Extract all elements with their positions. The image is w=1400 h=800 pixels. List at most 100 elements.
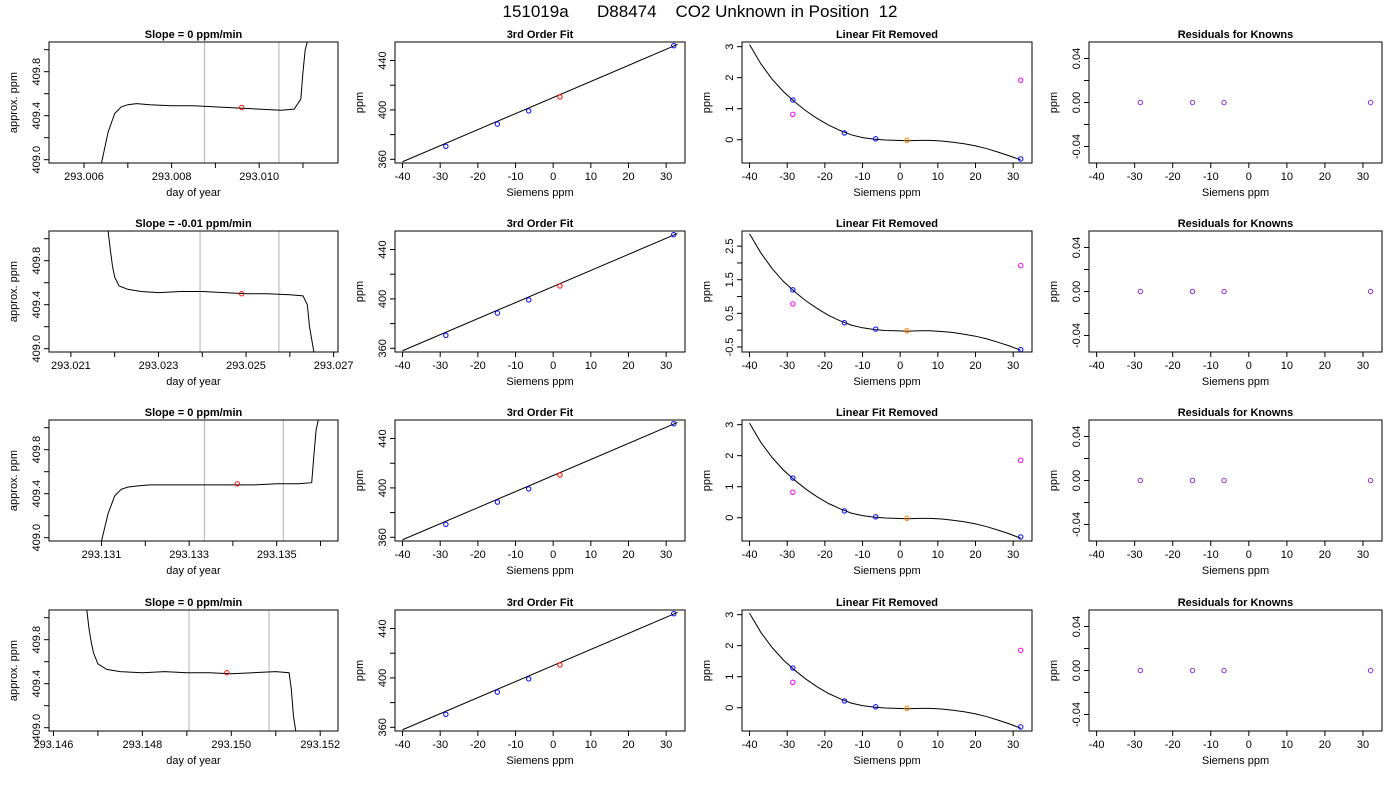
residual-point [1189, 667, 1196, 674]
x-axis-label: Siemens ppm [506, 565, 573, 577]
known-point [443, 332, 449, 339]
x-tick-label: 0 [897, 739, 903, 751]
x-tick-label: 0 [897, 360, 903, 372]
plot-frame [1088, 41, 1383, 164]
known-point [1018, 724, 1024, 730]
known-point [1018, 534, 1024, 540]
y-axis-label: ppm [1048, 281, 1060, 302]
y-tick-label: 3 [724, 612, 736, 618]
known-point [671, 232, 677, 238]
plot-area [402, 421, 678, 541]
known-point [526, 486, 532, 492]
panel-r1c2: Linear Fit Removed -40 -30 -20 -10 0 10 20 30 -0.… [701, 218, 1033, 388]
x-tick-label: 10 [585, 739, 597, 751]
residual-point [1367, 477, 1374, 484]
x-tick-label: 293.023 [139, 360, 179, 372]
y-tick-label: 409.0 [31, 524, 43, 552]
x-tick-label: 0 [1246, 171, 1252, 183]
x-axis-label: Siemens ppm [1202, 376, 1269, 388]
plot-area [749, 612, 1024, 730]
y-tick-label: 440 [377, 429, 389, 447]
plot-area [749, 233, 1024, 352]
panel-title: Slope = 0 ppm/min [145, 407, 243, 419]
known-point [790, 665, 796, 671]
y-tick-label: -0.04 [1071, 702, 1083, 727]
y-tick-label: 0.5 [724, 306, 736, 321]
x-tick-label: -40 [395, 360, 411, 372]
y-tick-label: 400 [377, 101, 389, 119]
fit-line [402, 44, 678, 163]
x-tick-label: -20 [1165, 171, 1181, 183]
x-tick-label: -40 [1089, 549, 1105, 561]
x-tick-label: -20 [470, 549, 486, 561]
x-tick-label: 0 [550, 171, 556, 183]
panel-title: Residuals for Knowns [1178, 218, 1294, 230]
x-tick-label: -30 [432, 739, 448, 751]
x-tick-label: 293.008 [152, 171, 192, 183]
x-tick-label: 10 [585, 360, 597, 372]
x-axis-label: Siemens ppm [506, 376, 573, 388]
x-tick-label: 10 [1281, 171, 1293, 183]
x-tick-label: -20 [1165, 360, 1181, 372]
y-tick-label: 0.00 [1071, 660, 1083, 681]
x-tick-label: -10 [1203, 171, 1219, 183]
x-tick-label: -40 [742, 739, 758, 751]
x-axis-label: day of year [166, 187, 221, 199]
plot-frame [741, 419, 1033, 542]
panel-title: Linear Fit Removed [836, 218, 938, 230]
y-tick-label: 1.5 [724, 272, 736, 287]
x-tick-label: 30 [660, 171, 672, 183]
unknown-marker [234, 481, 240, 487]
x-tick-label: -20 [470, 739, 486, 751]
plot-area [101, 42, 308, 163]
x-tick-label: 30 [1007, 171, 1019, 183]
y-axis-label: ppm [1048, 470, 1060, 491]
known-point [841, 508, 848, 514]
x-tick-label: 293.025 [226, 360, 266, 372]
y-tick-label: 409.8 [31, 58, 43, 86]
plot-frame [1088, 230, 1383, 353]
known-point [494, 499, 501, 505]
y-tick-label: 400 [377, 479, 389, 497]
x-tick-label: -30 [779, 171, 795, 183]
panel-r2c1: 3rd Order Fit -40 -30 -20 -10 0 10 20 30 360 400 44… [354, 407, 686, 577]
panel-title: Linear Fit Removed [836, 597, 938, 609]
x-tick-label: 293.135 [257, 549, 297, 561]
plot-area [749, 44, 1024, 162]
x-tick-label: -40 [742, 549, 758, 561]
x-tick-label: 293.150 [211, 739, 251, 751]
x-tick-label: 30 [1007, 739, 1019, 751]
known-point [873, 326, 879, 332]
panel-r2c0: Slope = 0 ppm/min 293.131 293.133 293.135 40… [8, 407, 339, 577]
plot-frame [741, 230, 1033, 353]
y-tick-label: 360 [377, 339, 389, 357]
fit-curve [749, 44, 1021, 161]
x-tick-label: -40 [742, 171, 758, 183]
y-tick-label: -0.04 [1071, 323, 1083, 348]
x-tick-label: 20 [1319, 739, 1331, 751]
known-point [443, 711, 449, 718]
residual-point [1189, 99, 1196, 106]
known-point [873, 514, 879, 520]
trace-line [101, 420, 319, 541]
known-point [494, 121, 501, 127]
x-tick-label: -40 [1089, 171, 1105, 183]
x-axis-label: day of year [166, 755, 221, 767]
y-axis-label: ppm [1048, 660, 1060, 681]
x-axis-label: Siemens ppm [506, 755, 573, 767]
y-tick-label: -0.04 [1071, 134, 1083, 159]
panel-title: 3rd Order Fit [507, 218, 574, 230]
y-tick-label: 0.04 [1071, 616, 1083, 637]
x-tick-label: 293.006 [64, 171, 104, 183]
y-tick-label: 2.5 [724, 238, 736, 253]
unknown-residual-point [904, 328, 910, 334]
plot-frame [394, 230, 686, 353]
y-axis-label: approx. ppm [8, 72, 20, 133]
trace-line [86, 610, 297, 731]
panel-title: 3rd Order Fit [507, 407, 574, 419]
fit-curve [749, 422, 1021, 539]
unknown-residual-point [904, 705, 910, 712]
panel-title: Linear Fit Removed [836, 29, 938, 41]
fit-curve [749, 233, 1021, 351]
poly-point [1018, 457, 1024, 464]
